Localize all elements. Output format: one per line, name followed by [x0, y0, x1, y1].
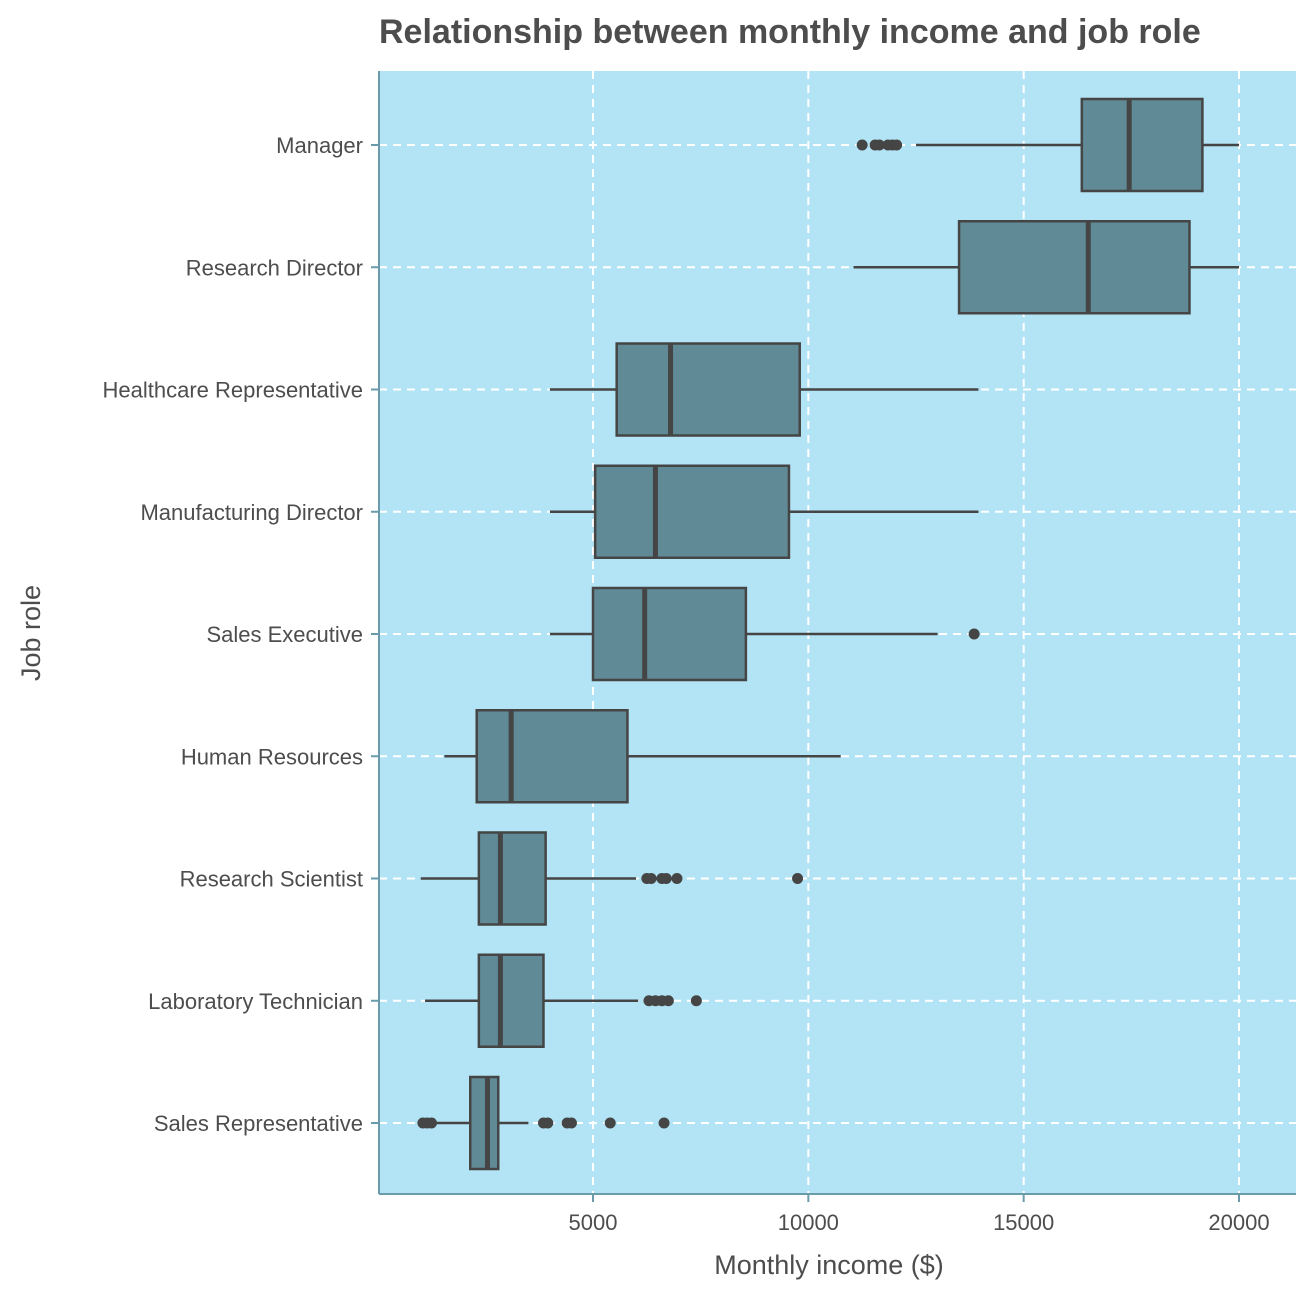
- box-manager: [856, 97, 1239, 193]
- box-research-scientist: [420, 831, 804, 926]
- x-axis-title: Monthly income ($): [714, 1250, 944, 1280]
- iqr-box: [475, 709, 629, 804]
- box-healthcare-representative: [549, 342, 979, 437]
- iqr-box: [1080, 97, 1204, 193]
- outlier-point: [690, 995, 702, 1007]
- y-axis-title: Job role: [16, 585, 46, 681]
- outlier-point: [662, 995, 674, 1007]
- y-tick-label: Manufacturing Director: [140, 500, 363, 525]
- y-tick-label: Research Director: [186, 255, 363, 280]
- boxes: [417, 97, 1239, 1171]
- axis-ticks: 5000 10000 15000 20000 Manager Research Direc…: [103, 133, 1270, 1235]
- y-tick-label: Sales Executive: [206, 622, 363, 647]
- outlier-point: [671, 873, 683, 884]
- iqr-box: [477, 831, 547, 926]
- outlier-point: [658, 1117, 670, 1129]
- iqr-box: [957, 220, 1191, 315]
- outlier-point: [645, 873, 657, 884]
- box-manufacturing-director: [549, 464, 979, 559]
- y-tick-label: Human Resources: [181, 744, 363, 769]
- box-sales-executive: [549, 586, 980, 682]
- iqr-box: [591, 586, 748, 682]
- chart-title: Relationship between monthly income and …: [379, 13, 1201, 51]
- outlier-point: [565, 1117, 577, 1129]
- y-tick-label: Laboratory Technician: [148, 989, 363, 1014]
- box-sales-representative: [417, 1075, 670, 1171]
- outlier-point: [792, 873, 804, 884]
- box-laboratory-technician: [425, 953, 702, 1048]
- outlier-point: [660, 873, 672, 884]
- box-research-director: [853, 220, 1239, 315]
- iqr-box: [469, 1075, 500, 1171]
- outlier-point: [873, 139, 885, 151]
- outlier-point: [891, 139, 903, 151]
- outlier-point: [426, 1117, 437, 1129]
- outlier-point: [856, 139, 868, 151]
- y-tick-label: Sales Representative: [154, 1111, 363, 1136]
- outlier-point: [542, 1117, 554, 1129]
- iqr-box: [615, 342, 801, 437]
- y-tick-label: Healthcare Representative: [103, 378, 363, 403]
- outlier-point: [968, 628, 980, 640]
- iqr-box: [477, 953, 545, 1048]
- x-tick-label: 10000: [778, 1210, 839, 1235]
- box-human-resources: [444, 709, 841, 804]
- outlier-point: [604, 1117, 616, 1129]
- x-tick-label: 20000: [1208, 1210, 1269, 1235]
- x-tick-label: 15000: [993, 1210, 1054, 1235]
- x-tick-label: 5000: [569, 1210, 618, 1235]
- y-tick-label: Research Scientist: [180, 867, 363, 892]
- y-tick-label: Manager: [276, 133, 363, 158]
- iqr-box: [593, 464, 791, 559]
